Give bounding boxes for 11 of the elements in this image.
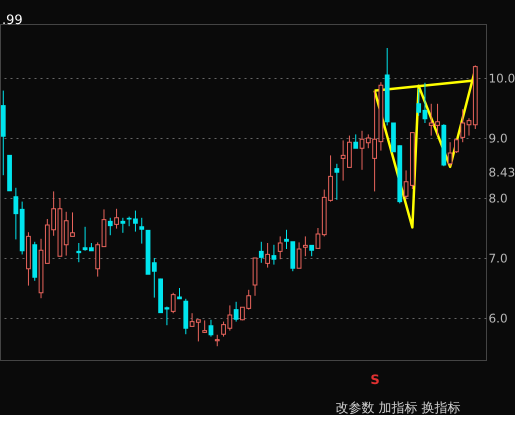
annotation: .99 bbox=[2, 13, 23, 28]
text: 加指标 bbox=[378, 401, 418, 416]
y-tick-label: 7.0 bbox=[488, 252, 508, 266]
y-tick-label: 8.43 bbox=[488, 166, 516, 180]
y-tick-label: 9.0 bbox=[488, 132, 508, 146]
text: S bbox=[370, 373, 380, 388]
text: 换指标 bbox=[422, 401, 460, 416]
y-tick-label: 6.0 bbox=[488, 312, 508, 326]
y-tick-label: 8.0 bbox=[488, 192, 508, 206]
y-tick-label: 10.0 bbox=[488, 72, 516, 86]
text: 改参数 bbox=[336, 401, 374, 416]
